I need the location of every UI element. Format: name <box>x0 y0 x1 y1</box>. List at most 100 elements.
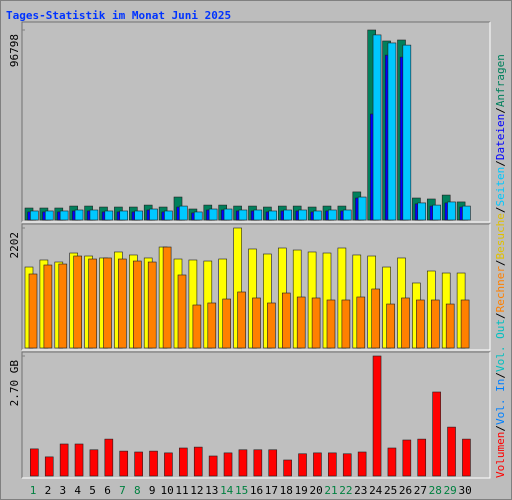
bar <box>298 453 307 477</box>
legend-entry: Besuche <box>494 213 507 259</box>
x-tick-label: 18 <box>280 484 293 497</box>
legend: Volumen/Vol. In/Vol. Out/Rechner/Besuche… <box>494 54 507 478</box>
panel-border <box>22 352 491 479</box>
bar <box>208 455 218 477</box>
bar <box>192 304 202 349</box>
bar <box>118 258 127 349</box>
bar <box>267 302 276 349</box>
panel-border <box>21 21 490 222</box>
bar <box>104 438 114 477</box>
bar <box>43 264 53 349</box>
bar <box>177 274 187 349</box>
y-tick-label: 2202 <box>8 232 21 259</box>
x-tick-label: 8 <box>134 484 141 497</box>
bar <box>328 209 337 221</box>
bar <box>387 42 397 221</box>
bar <box>238 209 248 221</box>
x-tick-label: 20 <box>309 484 322 497</box>
x-tick-label: 19 <box>295 484 308 497</box>
panel-border <box>21 351 490 478</box>
legend-separator: / <box>494 425 507 432</box>
bar <box>147 261 157 349</box>
bar <box>237 291 246 349</box>
bar <box>74 209 84 221</box>
bar <box>134 451 143 477</box>
bar <box>328 452 337 477</box>
bar <box>296 296 306 349</box>
bar <box>430 299 440 349</box>
y-tick-label: 2.70 GB <box>8 360 21 407</box>
bar <box>28 273 38 349</box>
x-tick-label: 30 <box>458 484 471 497</box>
x-tick-label: 6 <box>104 484 111 497</box>
x-tick-label: 15 <box>235 484 248 497</box>
x-tick-label: 23 <box>354 484 367 497</box>
bar <box>59 443 69 477</box>
bar <box>88 258 97 349</box>
bar <box>268 210 278 221</box>
bar <box>149 208 158 221</box>
bar <box>103 257 112 349</box>
bar <box>252 297 261 349</box>
bar <box>44 210 54 221</box>
x-tick-label: 27 <box>414 484 427 497</box>
bar <box>326 299 336 349</box>
bar <box>164 452 173 477</box>
x-tick-label: 1 <box>30 484 37 497</box>
bar <box>119 210 129 221</box>
x-tick-label: 13 <box>205 484 218 497</box>
bar <box>313 210 322 221</box>
bar <box>89 449 99 477</box>
panel-border <box>22 22 491 223</box>
bar <box>58 263 68 349</box>
bar <box>59 210 69 221</box>
bar <box>30 448 39 477</box>
legend-entry: Dateien <box>494 114 507 160</box>
bar <box>417 438 427 477</box>
bar <box>89 209 99 221</box>
x-tick-label: 7 <box>119 484 126 497</box>
bar <box>222 298 231 349</box>
bar <box>283 209 292 221</box>
bar <box>371 288 381 349</box>
x-tick-label: 2 <box>45 484 52 497</box>
bar <box>357 196 367 221</box>
legend-entry: Anfragen <box>494 54 507 107</box>
x-tick-label: 10 <box>160 484 173 497</box>
bar <box>311 297 321 349</box>
legend-separator: / <box>494 312 507 319</box>
bar <box>432 391 441 477</box>
legend-entry: Volumen <box>494 432 507 478</box>
bar <box>253 209 263 221</box>
legend-separator: / <box>494 160 507 167</box>
x-tick-label: 29 <box>444 484 457 497</box>
legend-separator: / <box>494 372 507 379</box>
bar <box>342 453 352 477</box>
bar <box>179 205 188 221</box>
bar <box>387 447 397 477</box>
legend-entry: Rechner <box>494 266 507 313</box>
bar <box>416 299 425 349</box>
panel <box>22 22 490 222</box>
bar <box>253 449 263 477</box>
bar <box>223 452 233 477</box>
x-tick-label: 9 <box>149 484 156 497</box>
bar <box>462 205 471 221</box>
bar <box>401 297 410 349</box>
x-tick-label: 11 <box>175 484 188 497</box>
x-tick-label: 17 <box>265 484 278 497</box>
legend-entry: Vol. In <box>494 379 507 425</box>
chart-title: Tages-Statistik im Monat Juni 2025 <box>6 9 231 22</box>
bar <box>372 34 382 221</box>
x-tick-label: 28 <box>429 484 442 497</box>
bar <box>179 447 188 477</box>
x-tick-label: 4 <box>74 484 81 497</box>
panel-border <box>22 224 491 351</box>
bar <box>30 210 39 221</box>
bar <box>356 296 366 349</box>
bar <box>357 451 367 477</box>
legend-entry: Seiten <box>494 167 507 207</box>
bar <box>193 211 203 221</box>
x-tick-label: 14 <box>220 484 234 497</box>
bar <box>208 208 218 221</box>
